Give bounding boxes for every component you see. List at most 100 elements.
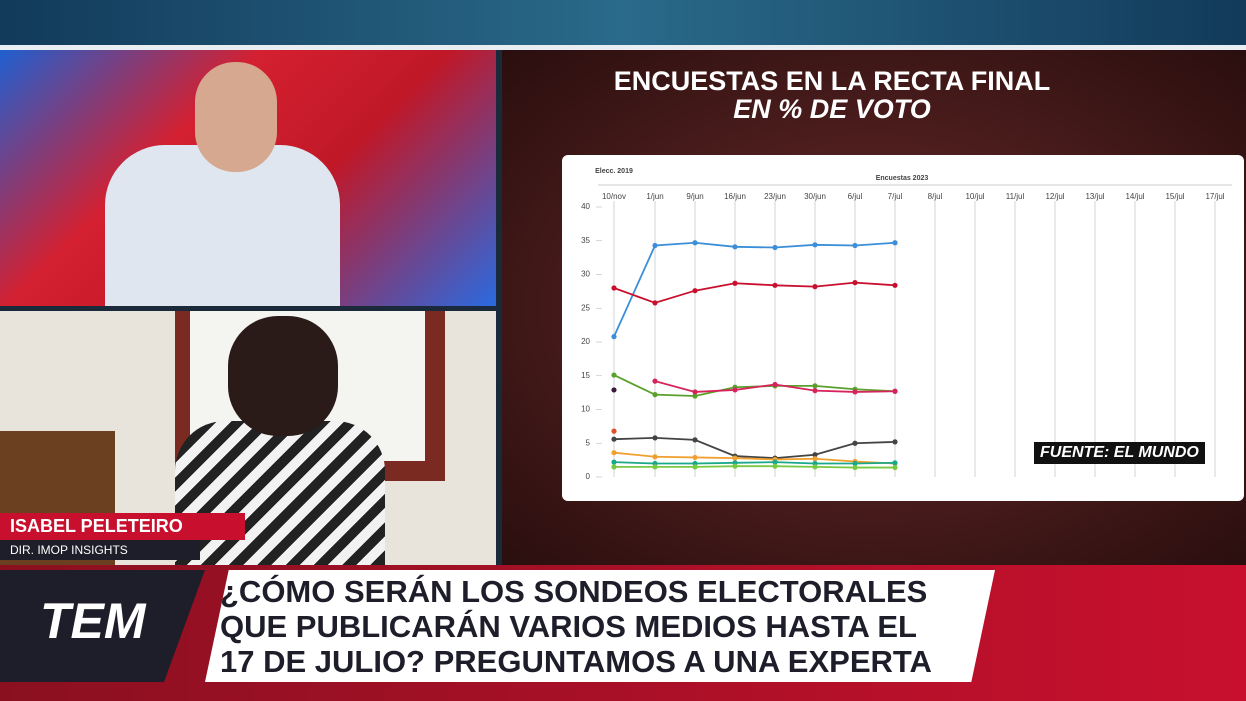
x-tick-label: 13/jul bbox=[1085, 192, 1104, 201]
y-tick-label: 30 bbox=[581, 270, 590, 279]
data-point bbox=[732, 387, 738, 393]
data-point bbox=[812, 456, 818, 462]
data-point bbox=[772, 282, 778, 288]
x-tick-label: 9/jun bbox=[686, 192, 703, 201]
headline-line: ¿CÓMO SERÁN LOS SONDEOS ELECTORALES bbox=[220, 574, 928, 609]
data-point bbox=[812, 284, 818, 290]
data-point bbox=[892, 388, 898, 394]
data-point bbox=[611, 450, 617, 456]
x-tick-label: 6/jul bbox=[848, 192, 863, 201]
host-head bbox=[195, 62, 277, 172]
data-point bbox=[732, 463, 738, 469]
x-tick-label: 12/jul bbox=[1045, 192, 1064, 201]
guest-name: ISABEL PELETEIRO bbox=[0, 513, 245, 540]
data-point bbox=[692, 454, 698, 461]
data-point bbox=[892, 460, 898, 466]
data-point bbox=[652, 464, 658, 470]
series-line bbox=[613, 451, 896, 465]
x-tick-label: 16/jun bbox=[724, 192, 746, 201]
x-tick-label: 1/jun bbox=[646, 192, 663, 201]
data-point bbox=[852, 460, 858, 467]
x-tick-label: 30/jun bbox=[804, 192, 826, 201]
guest-figure bbox=[175, 421, 385, 565]
data-point bbox=[652, 435, 658, 441]
data-point bbox=[611, 285, 617, 291]
series-line bbox=[613, 281, 896, 304]
data-point bbox=[812, 464, 818, 470]
x-tick-label: 10/jul bbox=[965, 192, 984, 201]
logo-box: TEM bbox=[0, 570, 205, 682]
host-figure bbox=[105, 145, 340, 306]
guest-video bbox=[0, 311, 496, 565]
x-tick-label: 15/jul bbox=[1165, 192, 1184, 201]
x-tick-label: 17/jul bbox=[1205, 192, 1224, 201]
data-point bbox=[652, 242, 658, 249]
headline-line: 17 DE JULIO? PREGUNTAMOS A UNA EXPERTA bbox=[220, 644, 932, 679]
x-tick-label: 8/jul bbox=[928, 192, 943, 201]
data-point bbox=[652, 454, 658, 460]
data-point bbox=[611, 372, 617, 378]
card-background bbox=[562, 155, 1244, 501]
chart-card: Elecc. 2019 Encuestas 2023 0 5 10 15 20 25 30 3… bbox=[562, 155, 1244, 501]
top-banner bbox=[0, 0, 1246, 45]
group-label: Elecc. 2019 bbox=[595, 168, 633, 175]
y-tick-label: 0 bbox=[586, 472, 591, 481]
headline-line: QUE PUBLICARÁN VARIOS MEDIOS HASTA EL bbox=[220, 609, 917, 644]
data-point bbox=[772, 459, 778, 465]
data-point bbox=[852, 440, 858, 446]
data-point bbox=[772, 381, 778, 388]
host-video bbox=[0, 50, 496, 306]
y-tick-label: 20 bbox=[581, 337, 590, 346]
data-point bbox=[611, 334, 617, 340]
data-point bbox=[772, 463, 778, 469]
data-point bbox=[692, 240, 698, 246]
x-tick-label: 14/jul bbox=[1125, 192, 1144, 201]
series-line bbox=[613, 461, 896, 465]
x-tick-label: 23/jun bbox=[764, 192, 786, 201]
data-point bbox=[692, 393, 698, 399]
series-line bbox=[613, 241, 896, 337]
data-point bbox=[652, 378, 658, 384]
data-point bbox=[852, 464, 858, 471]
data-point bbox=[732, 244, 738, 250]
y-tick-label: 40 bbox=[581, 202, 590, 211]
y-tick-label: 25 bbox=[581, 303, 590, 312]
data-point bbox=[852, 280, 858, 286]
data-point bbox=[611, 428, 617, 434]
data-point bbox=[692, 437, 698, 443]
data-point bbox=[692, 389, 698, 395]
data-point bbox=[812, 242, 818, 248]
headline: ¿CÓMO SERÁN LOS SONDEOS ELECTORALES QUE … bbox=[220, 574, 932, 679]
headline-box: ¿CÓMO SERÁN LOS SONDEOS ELECTORALES QUE … bbox=[205, 570, 995, 682]
logo: TEM bbox=[40, 593, 146, 649]
y-tick-label: 35 bbox=[581, 236, 590, 245]
series-line bbox=[614, 465, 895, 469]
source-label: FUENTE: EL MUNDO bbox=[1034, 442, 1205, 464]
data-point bbox=[611, 436, 617, 442]
data-point bbox=[812, 383, 818, 389]
data-point bbox=[772, 244, 778, 251]
data-point bbox=[892, 282, 898, 288]
data-point bbox=[852, 389, 858, 395]
group-label: Encuestas 2023 bbox=[876, 175, 929, 182]
data-point bbox=[732, 455, 738, 461]
data-point bbox=[852, 242, 858, 249]
data-point bbox=[611, 387, 617, 393]
guest-role: DIR. IMOP INSIGHTS bbox=[0, 540, 200, 560]
x-tick-label: 11/jul bbox=[1006, 192, 1025, 201]
y-tick-label: 10 bbox=[581, 405, 590, 414]
data-point bbox=[611, 464, 617, 470]
data-point bbox=[652, 392, 658, 398]
series-line bbox=[613, 436, 896, 460]
data-point bbox=[812, 388, 818, 394]
data-point bbox=[692, 464, 698, 470]
data-point bbox=[892, 464, 898, 471]
separator bbox=[0, 45, 1246, 50]
data-point bbox=[892, 439, 898, 445]
x-tick-label: 10/nov bbox=[602, 192, 626, 201]
y-tick-label: 5 bbox=[586, 438, 591, 447]
guest-head bbox=[228, 316, 338, 436]
data-point bbox=[892, 240, 898, 246]
x-tick-label: 7/jul bbox=[888, 192, 903, 201]
